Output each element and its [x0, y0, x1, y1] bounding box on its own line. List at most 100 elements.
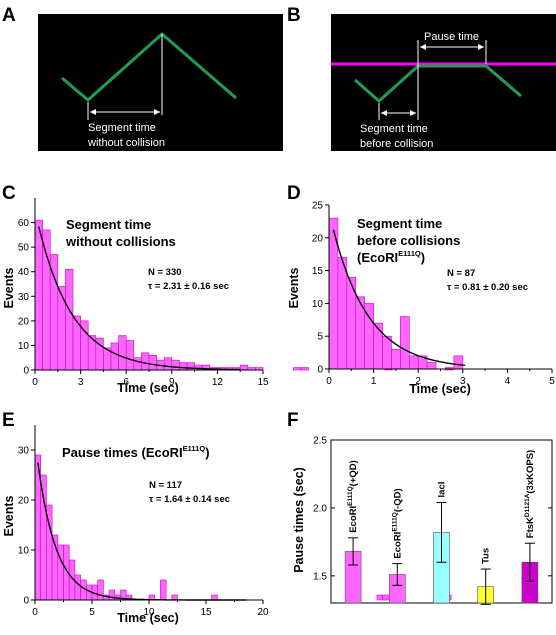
- panel-label-e: E: [2, 410, 15, 431]
- chart-c-title-line1: Segment time: [66, 217, 151, 232]
- chart-d-x-tick-label: 0: [326, 376, 332, 387]
- chart-d-title-line2: before collisions: [357, 233, 460, 248]
- chart-c-bar: [141, 352, 150, 371]
- schematic-a: Segment time without collision: [38, 14, 283, 151]
- chart-e-tau-label: τ = 1.64 ± 0.14 sec: [149, 494, 230, 505]
- chart-e-bar: [211, 594, 218, 601]
- chart-c-x-tick-label: 6: [123, 377, 129, 388]
- chart-f-category-label: FtsKD1121A(3xKOPS): [524, 450, 536, 538]
- chart-d-x-tick-label: 5: [549, 376, 555, 387]
- chart-c-bar: [148, 354, 157, 371]
- chart-f-y-tick-label: 2.5: [313, 436, 327, 447]
- chart-d-y-tick-label: 5: [317, 332, 323, 343]
- chart-f-category-label: EcoRIE111Q(+QD): [347, 460, 359, 533]
- chart-d-x-tick-label: 1: [371, 376, 377, 387]
- chart-c-bar: [300, 367, 309, 371]
- chart-c-y-tick-label: 10: [18, 341, 30, 352]
- chart-f-category-label: Tus: [481, 548, 492, 564]
- histogram-c: Segment time without collisions N = 330 …: [2, 198, 454, 395]
- chart-c-tau-label: τ = 2.31 ± 0.16 sec: [148, 281, 229, 292]
- chart-d-bar: [337, 257, 348, 370]
- chart-e-bar: [382, 594, 389, 601]
- histogram-e: Pause times (EcoRIE111Q) N = 117 τ = 1.6…: [2, 425, 452, 625]
- chart-d-tau-label: τ = 0.81 ± 0.20 sec: [447, 282, 528, 293]
- chart-e-x-tick-label: 5: [89, 607, 95, 618]
- histogram-d: Segment time before collisions (EcoRIE11…: [287, 201, 555, 397]
- chart-f-y-tick-label: 2.0: [313, 503, 327, 514]
- chart-d-y-tick-label: 10: [312, 299, 324, 310]
- chart-e-bar: [40, 474, 47, 601]
- chart-d-x-tick-label: 3: [460, 376, 466, 387]
- chart-e-bar: [108, 589, 116, 601]
- chart-c-fit-curve: [38, 226, 241, 371]
- chart-c-x-tick-label: 15: [257, 377, 269, 388]
- chart-d-n-label: N = 87: [447, 268, 475, 279]
- panel-label-a: A: [2, 5, 16, 26]
- chart-d-y-tick-label: 0: [317, 365, 323, 376]
- chart-e-title: Pause times (EcoRIE111Q): [62, 444, 210, 460]
- chart-c-ylabel: Events: [2, 267, 16, 308]
- chart-c-bar: [239, 364, 249, 371]
- chart-e-bar: [160, 579, 167, 601]
- chart-e-y-tick-label: 20: [18, 496, 30, 507]
- chart-c-bar: [42, 229, 51, 371]
- chart-c-x-tick-label: 0: [32, 377, 38, 388]
- schematic-b-label-line2: before collision: [360, 138, 433, 150]
- chart-e-y-tick-label: 0: [23, 596, 29, 607]
- chart-c-title-line2: without collisions: [65, 234, 176, 249]
- chart-c-xlabel: Time (sec): [117, 381, 179, 395]
- chart-e-y-tick-label: 10: [18, 546, 30, 557]
- chart-e-xlabel: Time (sec): [117, 611, 179, 625]
- chart-e-x-tick-label: 20: [257, 607, 269, 618]
- chart-d-y-tick-label: 15: [312, 266, 324, 277]
- chart-c-y-tick-label: 0: [23, 366, 29, 377]
- chart-c-y-tick-label: 60: [18, 218, 30, 229]
- chart-d-ylabel: Events: [287, 267, 301, 308]
- schematic-b: Pause time Segment time before collision: [331, 14, 556, 151]
- chart-c-x-tick-label: 12: [212, 377, 224, 388]
- chart-c-n-label: N = 330: [148, 267, 182, 278]
- schematic-a-trajectory: [61, 32, 237, 102]
- chart-d-y-tick-label: 20: [312, 233, 324, 244]
- schematic-a-label-line2: without collision: [87, 137, 165, 149]
- chart-e-bar: [74, 574, 81, 601]
- panel-label-f: F: [287, 410, 299, 431]
- chart-d-x-tick-label: 2: [415, 376, 421, 387]
- chart-c-bar: [171, 359, 180, 371]
- chart-e-bar: [376, 594, 383, 601]
- chart-c-bar: [179, 362, 188, 371]
- chart-f-ylabel: Pause times (sec): [292, 467, 306, 573]
- bar-chart-f: Pause times (sec) 1.5 2.0 2.5 EcoRIE111Q(+Q…: [292, 436, 553, 605]
- chart-c-bar: [293, 367, 302, 371]
- chart-d-fit-curve: [332, 229, 466, 367]
- chart-e-x-tick-label: 0: [32, 607, 38, 618]
- chart-c-bar: [133, 357, 142, 371]
- chart-c-bar: [110, 342, 119, 371]
- chart-c-y-tick-label: 20: [18, 316, 30, 327]
- chart-e-ylabel: Events: [2, 495, 16, 536]
- chart-e-y-tick-label: 30: [18, 446, 30, 457]
- chart-d-bar: [453, 355, 464, 370]
- chart-c-x-tick-label: 3: [78, 377, 84, 388]
- chart-d-bar: [426, 362, 437, 370]
- chart-e-bar: [97, 579, 104, 601]
- schematic-b-background: [331, 14, 556, 151]
- chart-c-y-tick-label: 50: [18, 243, 30, 254]
- chart-c-bar: [34, 219, 43, 371]
- panel-label-d: D: [287, 183, 301, 204]
- chart-c-y-tick-label: 30: [18, 292, 30, 303]
- chart-e-x-tick-label: 15: [200, 607, 212, 618]
- chart-e-x-tick-label: 10: [143, 607, 155, 618]
- chart-c-x-tick-label: 9: [169, 377, 175, 388]
- schematic-a-label-line1: Segment time: [88, 122, 156, 134]
- chart-f-category-label: lacI: [437, 482, 448, 498]
- panel-label-c: C: [2, 183, 16, 204]
- chart-c-bar: [163, 357, 173, 371]
- chart-c-bar: [65, 268, 74, 371]
- chart-c-bar: [118, 335, 127, 371]
- panel-label-b: B: [287, 5, 301, 26]
- chart-d-xlabel: Time (sec): [409, 382, 471, 396]
- chart-d-title-line1: Segment time: [357, 216, 442, 231]
- chart-d-bar: [400, 316, 410, 370]
